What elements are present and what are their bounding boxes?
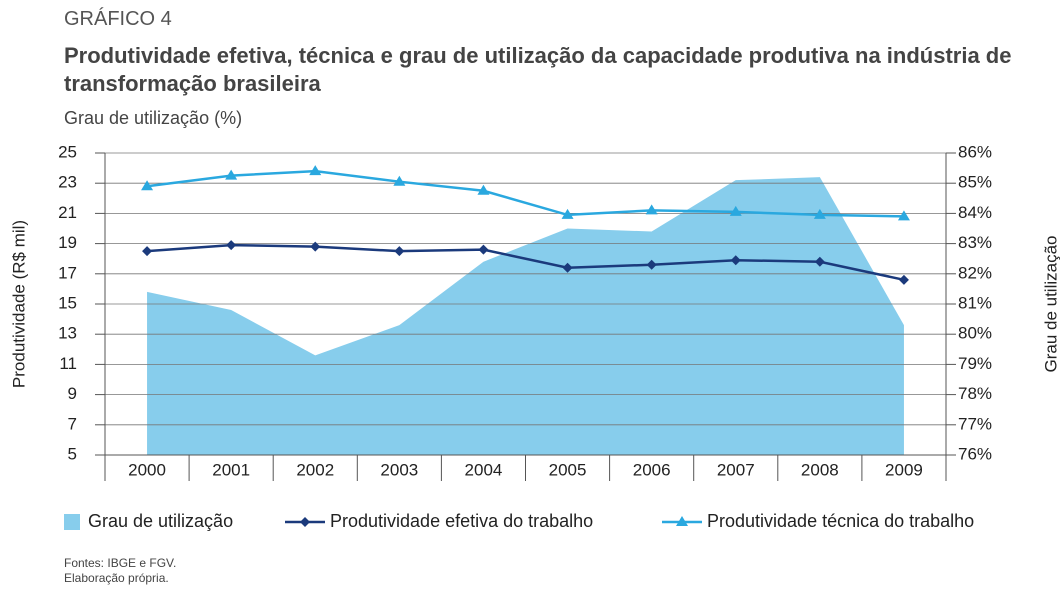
y-tick-label: 15 xyxy=(58,293,77,312)
x-tick-label: 2007 xyxy=(717,460,755,479)
marker xyxy=(310,241,321,252)
legend-label: Produtividade técnica do trabalho xyxy=(707,511,974,531)
x-tick-label: 2009 xyxy=(885,460,923,479)
y2-tick-label: 79% xyxy=(958,354,992,373)
header: GRÁFICO 4 xyxy=(64,8,172,30)
marker xyxy=(142,246,153,257)
legend-marker xyxy=(676,516,688,526)
chart-subtitle: Grau de utilização (%) xyxy=(64,108,243,128)
y-tick-label: 21 xyxy=(58,203,77,222)
legend-label: Grau de utilização xyxy=(88,511,233,531)
x-tick-label: 2000 xyxy=(128,460,166,479)
marker xyxy=(226,240,237,251)
y-tick-label: 11 xyxy=(59,354,77,373)
y-tick-label: 9 xyxy=(68,384,77,403)
y-tick-label: 13 xyxy=(58,324,77,343)
area xyxy=(147,177,904,455)
x-tick-label: 2005 xyxy=(549,460,587,479)
legend-swatch xyxy=(64,514,80,530)
x-tick-label: 2004 xyxy=(465,460,503,479)
chart-title: Produtividade efetiva, técnica e grau de… xyxy=(64,43,1012,96)
x-tick-label: 2008 xyxy=(801,460,839,479)
y-tick-label: 23 xyxy=(58,173,77,192)
y2-tick-label: 81% xyxy=(958,293,992,312)
marker xyxy=(393,175,406,186)
marker xyxy=(729,205,742,216)
marker xyxy=(478,244,489,255)
source-note: Fontes: IBGE e FGV. xyxy=(64,556,177,570)
marker xyxy=(898,274,909,285)
x-tick-label: 2001 xyxy=(212,460,250,479)
marker xyxy=(394,246,405,257)
line xyxy=(146,243,905,282)
marker xyxy=(477,184,490,195)
y2-tick-label: 86% xyxy=(958,142,992,161)
y-tick-label: 5 xyxy=(68,444,77,463)
y-tick-label: 19 xyxy=(58,233,77,252)
y2-tick-label: 83% xyxy=(958,233,992,252)
y-tick-label: 25 xyxy=(58,142,77,161)
legend-marker xyxy=(300,517,310,527)
y2-tick-label: 76% xyxy=(958,444,992,463)
y2-tick-label: 84% xyxy=(958,203,992,222)
marker xyxy=(141,180,154,191)
source-note: Elaboração própria. xyxy=(64,571,169,585)
marker xyxy=(646,259,657,270)
marker xyxy=(225,169,238,180)
x-tick-label: 2003 xyxy=(380,460,418,479)
marker xyxy=(814,256,825,267)
y-axis-title: Produtividade (R$ mil) xyxy=(9,220,28,388)
marker xyxy=(730,255,741,266)
marker xyxy=(562,262,573,273)
y2-tick-label: 77% xyxy=(958,414,992,433)
legend-label: Produtividade efetiva do trabalho xyxy=(330,511,593,531)
x-tick-label: 2006 xyxy=(633,460,671,479)
y2-axis-title: Grau de utilização xyxy=(1041,235,1060,372)
y2-tick-label: 85% xyxy=(958,173,992,192)
y2-tick-label: 80% xyxy=(958,324,992,343)
line xyxy=(146,169,904,218)
marker xyxy=(309,165,322,176)
x-tick-label: 2002 xyxy=(296,460,334,479)
y2-tick-label: 82% xyxy=(958,263,992,282)
y2-tick-label: 78% xyxy=(958,384,992,403)
marker xyxy=(813,208,826,219)
marker xyxy=(561,208,574,219)
y-tick-label: 17 xyxy=(58,263,77,282)
marker xyxy=(645,204,658,215)
marker xyxy=(897,210,910,221)
y-tick-label: 7 xyxy=(68,414,77,433)
